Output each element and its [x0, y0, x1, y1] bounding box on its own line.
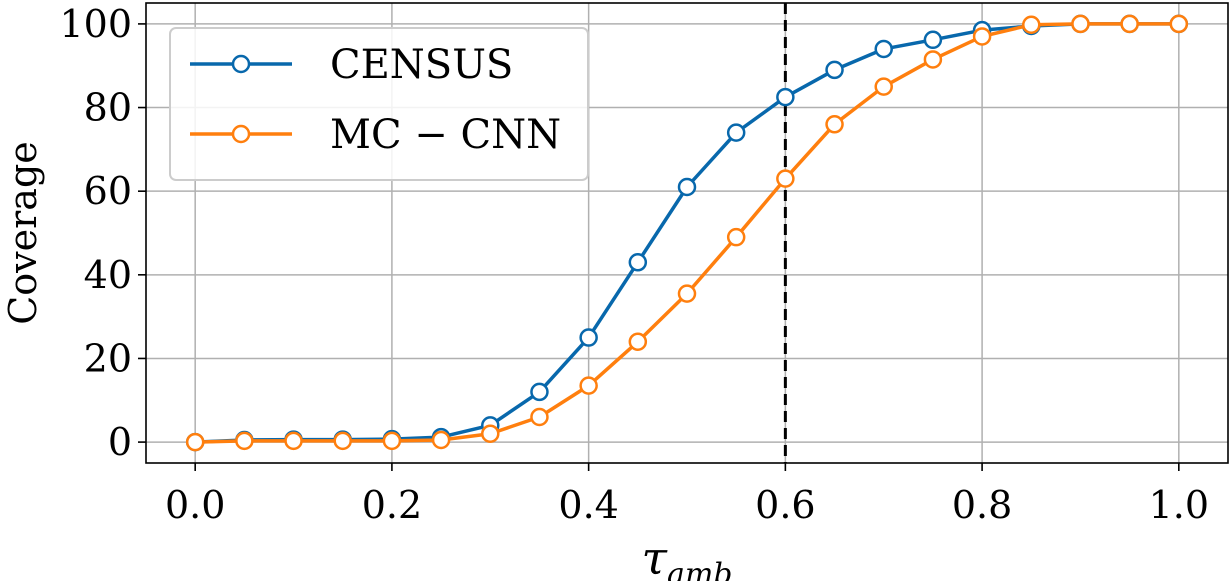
series-layer	[185, 14, 1189, 452]
data-point	[972, 27, 992, 46]
data-point	[431, 430, 451, 450]
series-mc-cnn	[185, 14, 1189, 452]
data-point	[1071, 14, 1090, 34]
x-tick-label: 0.0	[165, 483, 225, 527]
data-point	[677, 284, 697, 303]
data-point	[677, 177, 697, 197]
data-point	[628, 332, 648, 351]
x-tick-label: 0.8	[952, 483, 1012, 527]
x-axis-label-subscript: amb	[667, 557, 733, 581]
legend-label: MC − CNN	[330, 112, 561, 158]
data-point	[776, 169, 795, 188]
data-point	[874, 39, 893, 59]
x-tick-label: 1.0	[1149, 483, 1209, 527]
data-point	[923, 30, 943, 50]
data-point	[185, 432, 205, 452]
y-axis-ticks: 0 20 40 60 80 100	[59, 2, 146, 464]
data-point	[874, 77, 893, 96]
data-point	[235, 431, 254, 451]
data-point	[579, 376, 598, 395]
data-point	[1120, 14, 1139, 34]
y-axis-label: Coverage	[1, 141, 45, 325]
plot-frame	[145, 2, 1229, 464]
data-point	[628, 253, 648, 272]
data-point	[726, 123, 746, 142]
legend-item-census: CENSUS	[190, 42, 513, 88]
data-point	[530, 407, 549, 427]
y-tick-label: 0	[108, 420, 132, 464]
y-tick-label: 60	[84, 169, 132, 213]
legend-box	[169, 27, 589, 181]
x-axis-ticks: 0.0 0.2 0.4 0.6 0.8 1.0	[165, 463, 1209, 527]
y-tick-label: 80	[84, 86, 132, 130]
data-point	[579, 328, 598, 347]
x-axis-label-symbol: τ	[642, 531, 669, 581]
data-point	[726, 227, 746, 247]
legend-swatch-marker	[231, 54, 251, 74]
x-tick-label: 0.6	[755, 483, 815, 527]
legend-label: CENSUS	[330, 42, 513, 88]
x-axis-label: τamb	[642, 531, 733, 581]
x-tick-label: 0.4	[558, 483, 618, 527]
data-point	[776, 87, 795, 107]
data-point	[1169, 14, 1189, 34]
data-point	[923, 50, 943, 69]
data-point	[333, 431, 352, 451]
data-point	[481, 424, 500, 443]
data-point	[1022, 15, 1041, 34]
y-tick-label: 40	[84, 253, 132, 297]
legend-swatch-marker	[231, 124, 251, 144]
y-tick-label: 20	[84, 336, 132, 380]
data-point	[825, 60, 844, 80]
data-point	[284, 431, 303, 451]
data-point	[825, 115, 844, 134]
data-point	[382, 431, 402, 451]
legend-item-mc-cnn: MC − CNN	[190, 112, 561, 158]
y-tick-label: 100	[59, 2, 132, 46]
x-tick-label: 0.2	[362, 483, 422, 527]
data-point	[530, 382, 549, 402]
legend: CENSUS MC − CNN	[169, 27, 589, 181]
